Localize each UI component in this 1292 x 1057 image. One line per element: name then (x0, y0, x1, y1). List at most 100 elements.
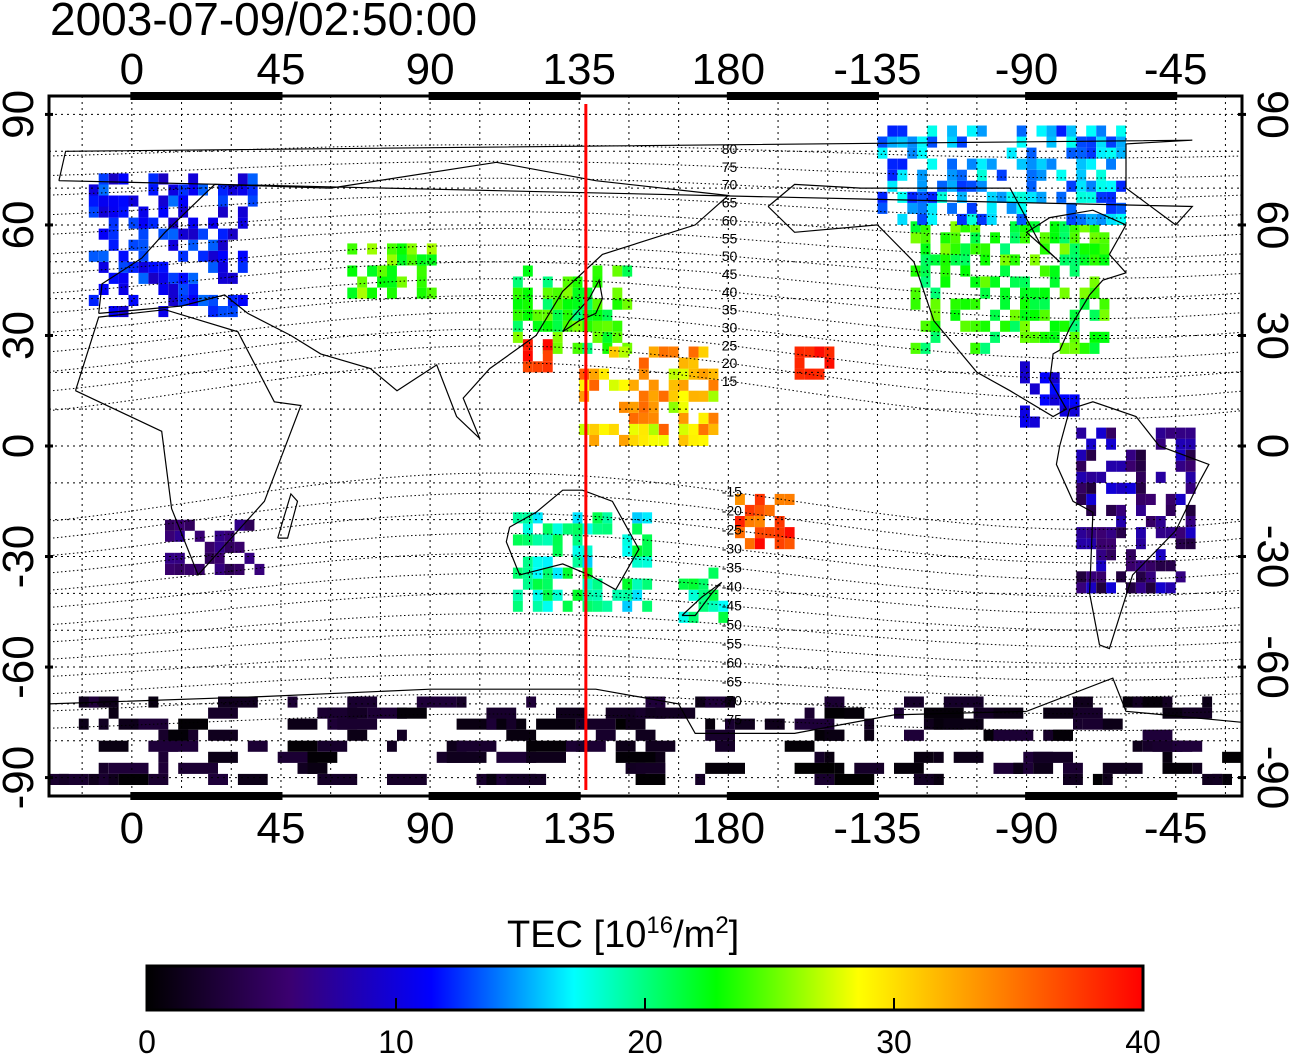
tec-cell (178, 250, 189, 262)
tec-cell (970, 221, 981, 233)
tec-cell (966, 125, 977, 137)
tec-cell (1096, 169, 1107, 181)
tec-cell (582, 556, 593, 568)
tec-cell (138, 272, 149, 284)
tec-cell (1145, 493, 1156, 505)
tec-cell (774, 538, 785, 550)
tec-cell (764, 718, 785, 730)
tec-cell (642, 545, 653, 557)
tec-cell (917, 191, 928, 203)
tec-cell (416, 696, 457, 708)
tec-cell (208, 250, 218, 262)
tec-cell (877, 147, 888, 159)
tec-cell (168, 283, 179, 295)
tec-cell (612, 589, 623, 601)
tec-cell (208, 261, 218, 273)
tec-cell (1063, 773, 1083, 785)
tec-cell (625, 718, 646, 730)
tec-cell (562, 298, 573, 310)
tec-cell (347, 696, 378, 708)
tec-cell (1036, 125, 1047, 137)
tec-cell (158, 762, 169, 774)
tec-cell (552, 320, 563, 332)
tec-cell (1029, 287, 1040, 299)
tec-cell (178, 762, 218, 774)
tec-cell (612, 298, 623, 310)
contour-line (49, 713, 1242, 732)
tec-cell (522, 361, 533, 373)
tec-cell (1069, 243, 1080, 255)
tec-cell (1155, 582, 1166, 594)
tec-cell (1136, 538, 1146, 550)
tec-cell (976, 213, 987, 225)
tec-cell (1185, 527, 1196, 539)
tec-cell (426, 254, 437, 266)
tec-cell (1185, 482, 1196, 494)
tec-cell (237, 250, 248, 262)
tec-cell (98, 195, 109, 207)
y-tick-label-left: 90 (0, 90, 43, 139)
tec-cell (622, 534, 633, 546)
tec-cell (648, 346, 659, 358)
tec-cell (907, 191, 918, 203)
tec-cell (894, 762, 924, 774)
tec-cell (612, 265, 623, 277)
tec-cell (512, 589, 523, 601)
x-tick-label-bottom: 90 (406, 804, 455, 853)
tec-cell (589, 379, 600, 391)
tec-cell (638, 401, 649, 413)
tec-cell (512, 534, 523, 546)
tec-cell (1212, 773, 1223, 785)
tec-cell (1086, 158, 1097, 170)
tec-cell (1136, 471, 1146, 483)
tec-cell (208, 729, 238, 741)
tec-cell (307, 751, 338, 763)
tec-cell (688, 357, 699, 369)
x-tick-label-bottom: 0 (120, 804, 144, 853)
tec-cell (214, 563, 225, 575)
tec-cell (1116, 527, 1126, 539)
tec-cell (1073, 707, 1103, 719)
tec-cell (1056, 125, 1067, 137)
tec-cell (698, 600, 709, 612)
tec-cell (1086, 438, 1097, 450)
tec-cell (118, 206, 129, 218)
tec-cell (705, 729, 735, 741)
tec-cell (1029, 309, 1040, 321)
tec-cell (854, 762, 885, 774)
tec-cell (108, 239, 119, 251)
tec-cell (1039, 394, 1050, 406)
tec-cell (108, 206, 119, 218)
tec-cell (960, 265, 971, 277)
contour-line (49, 311, 1242, 360)
tec-cell (1000, 287, 1010, 299)
tec-cell (1116, 571, 1126, 583)
tec-cell (774, 516, 785, 528)
contour-label: 65 (722, 195, 738, 211)
tec-cell (562, 600, 573, 612)
tec-cell (1136, 493, 1146, 505)
y-tick-label-right: -90 (1248, 746, 1292, 810)
tec-cell (208, 707, 238, 719)
tec-cell (1099, 243, 1110, 255)
tec-cell (592, 523, 603, 535)
tec-cell (910, 232, 921, 244)
tec-cell (744, 516, 755, 528)
tec-cell (562, 523, 573, 535)
tec-cell (1000, 320, 1010, 332)
tec-cell (970, 342, 981, 354)
tec-cell (1096, 180, 1107, 192)
tec-cell (688, 390, 699, 402)
tec-data-cells (49, 125, 1242, 785)
tec-cell (764, 504, 775, 516)
y-tick-right (1238, 555, 1246, 559)
tec-cell (579, 423, 590, 435)
tec-cell (973, 707, 994, 719)
tec-cell (897, 213, 908, 225)
tec-cell (178, 283, 189, 295)
contour-label: 40 (722, 284, 738, 300)
tec-cell (1006, 191, 1017, 203)
tec-cell (937, 180, 947, 192)
tec-cell (1076, 427, 1087, 439)
